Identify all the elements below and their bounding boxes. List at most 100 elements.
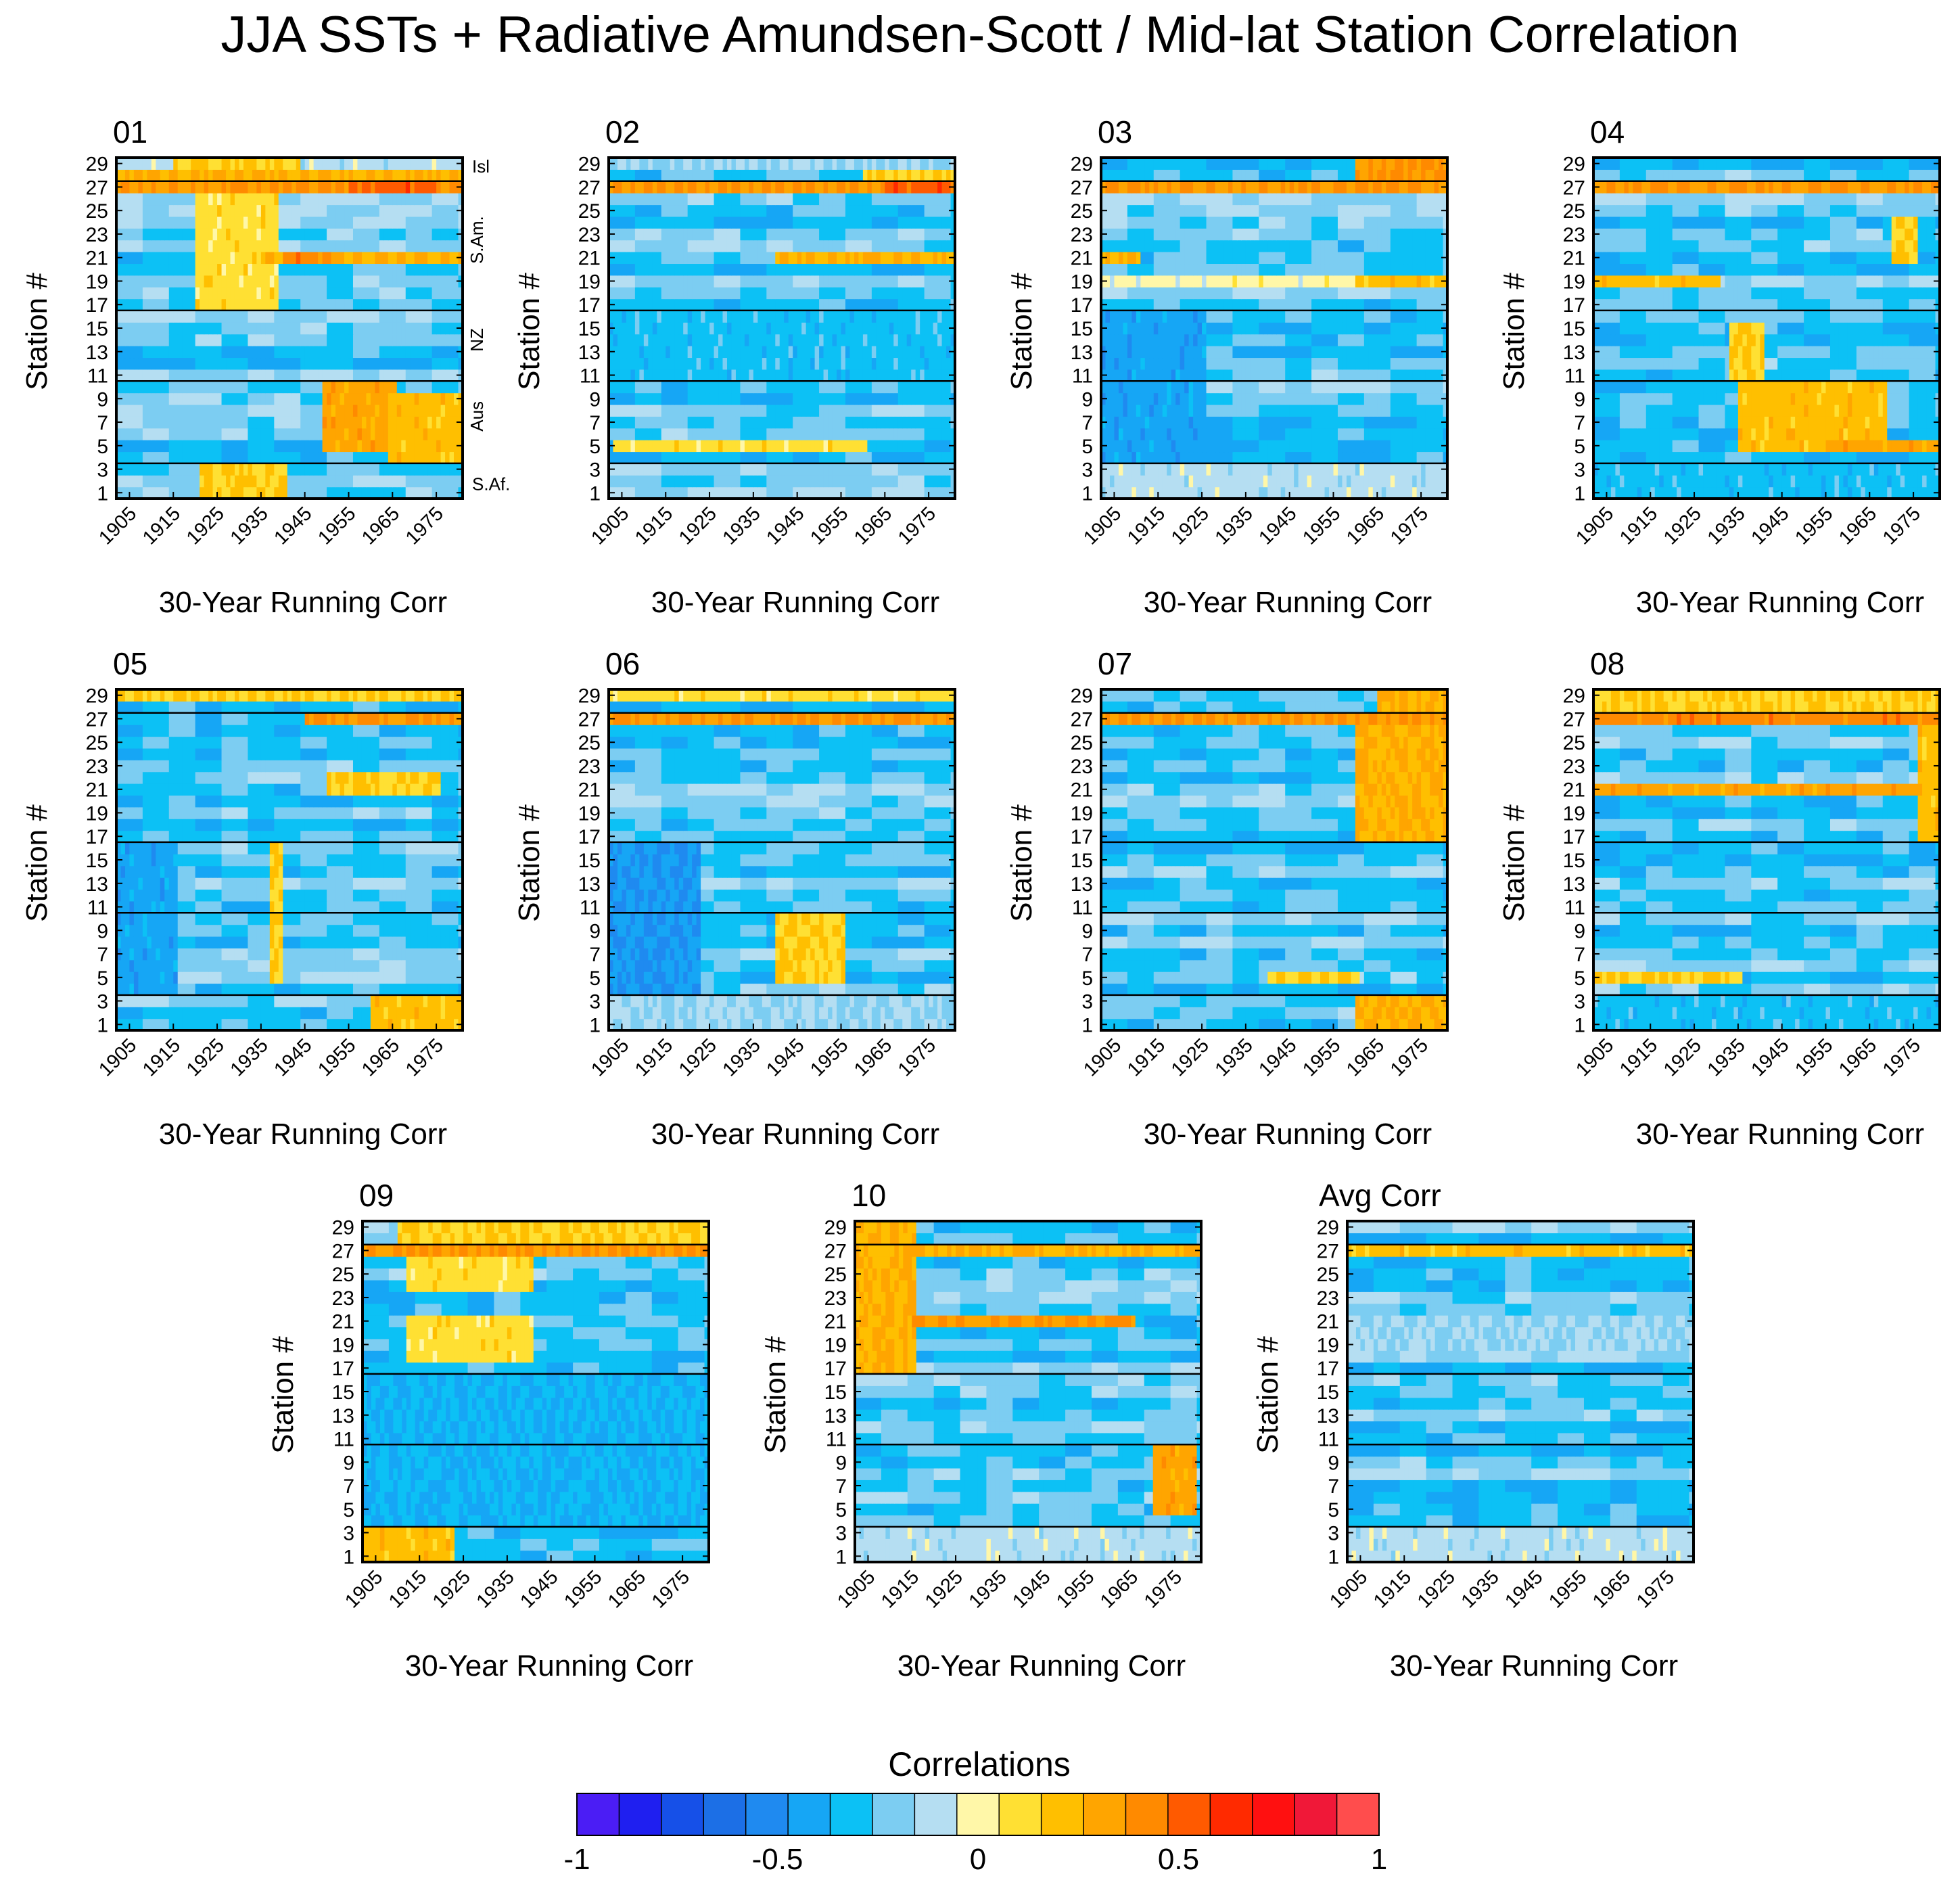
heatmap-cell xyxy=(911,334,916,346)
heatmap-cell xyxy=(692,334,697,346)
heatmap-cell xyxy=(231,275,235,288)
heatmap-cell xyxy=(309,216,314,229)
heatmap-cell xyxy=(867,216,872,229)
heatmap-cell xyxy=(828,287,833,299)
heatmap-cell xyxy=(335,311,340,323)
heatmap-cell xyxy=(120,381,125,393)
heatmap-cell xyxy=(885,357,889,369)
heatmap-cell xyxy=(916,381,920,393)
heatmap-cell xyxy=(833,275,837,288)
heatmap-cell xyxy=(169,181,174,193)
heatmap-cell xyxy=(187,416,191,428)
heatmap-cell xyxy=(797,440,802,452)
heatmap-cell xyxy=(723,193,728,205)
heatmap-cell xyxy=(323,275,327,288)
heatmap-cell xyxy=(661,158,666,170)
heatmap-cell xyxy=(648,228,653,240)
heatmap-cell xyxy=(644,205,649,217)
heatmap-cell xyxy=(143,428,147,440)
heatmap-cell xyxy=(937,252,942,264)
heatmap-cell xyxy=(427,346,432,358)
heatmap-cell xyxy=(916,228,920,240)
heatmap-cell xyxy=(916,216,920,229)
heatmap-cell xyxy=(753,428,758,440)
heatmap-cell xyxy=(858,311,863,323)
heatmap-cell xyxy=(406,475,411,487)
heatmap-cell xyxy=(635,393,640,405)
heatmap-cell xyxy=(683,216,688,229)
heatmap-cell xyxy=(182,216,187,229)
heatmap-cell xyxy=(867,228,872,240)
heatmap-cell xyxy=(824,287,829,299)
heatmap-cell xyxy=(454,451,459,463)
heatmap-cell xyxy=(340,240,345,252)
heatmap-cell xyxy=(648,322,653,334)
heatmap-cell xyxy=(858,416,863,428)
heatmap-cell xyxy=(406,369,411,382)
heatmap-cell xyxy=(797,275,802,288)
heatmap-cell xyxy=(169,440,174,452)
heatmap-cell xyxy=(323,487,327,499)
heatmap-cell xyxy=(432,158,437,170)
heatmap-cell xyxy=(318,205,323,217)
heatmap-cell xyxy=(626,311,631,323)
heatmap-cell xyxy=(705,311,710,323)
heatmap-cell xyxy=(845,487,850,499)
heatmap-cell xyxy=(436,451,441,463)
heatmap-cell xyxy=(274,463,279,476)
heatmap-cell xyxy=(208,487,213,499)
heatmap-cell xyxy=(300,169,305,181)
heatmap-cell xyxy=(410,393,415,405)
heatmap-cell xyxy=(388,463,393,476)
heatmap-cell xyxy=(824,381,829,393)
heatmap-cell xyxy=(731,193,736,205)
heatmap-cell xyxy=(810,275,815,288)
heatmap-cell xyxy=(383,240,388,252)
heatmap-cell xyxy=(226,334,231,346)
heatmap-cell xyxy=(436,193,441,205)
heatmap-cell xyxy=(1114,487,1119,499)
heatmap-cell xyxy=(872,275,877,288)
heatmap-cell xyxy=(626,158,631,170)
heatmap-cell xyxy=(819,416,824,428)
heatmap-cell xyxy=(929,393,933,405)
heatmap-cell xyxy=(815,393,820,405)
heatmap-cell xyxy=(353,416,358,428)
heatmap-cell xyxy=(648,181,653,193)
heatmap-cell xyxy=(279,475,283,487)
heatmap-cell xyxy=(445,334,450,346)
heatmap-cell xyxy=(252,451,257,463)
heatmap-cell xyxy=(314,369,319,382)
heatmap-cell xyxy=(670,252,675,264)
heatmap-cell xyxy=(401,357,406,369)
heatmap-cell xyxy=(327,334,331,346)
heatmap-cell xyxy=(793,463,797,476)
heatmap-cell xyxy=(340,158,345,170)
heatmap-cell xyxy=(916,240,920,252)
heatmap-cell xyxy=(427,393,432,405)
heatmap-cell xyxy=(613,428,617,440)
heatmap-cell xyxy=(362,487,367,499)
heatmap-cell xyxy=(837,205,841,217)
heatmap-cell xyxy=(916,346,920,358)
heatmap-cell xyxy=(151,169,156,181)
heatmap-cell xyxy=(867,322,872,334)
heatmap-cell xyxy=(740,322,745,334)
heatmap-cell xyxy=(327,216,331,229)
heatmap-cell xyxy=(226,228,231,240)
heatmap-cell xyxy=(916,205,920,217)
heatmap-cell xyxy=(195,322,200,334)
heatmap-cell xyxy=(858,428,863,440)
heatmap-cell xyxy=(766,287,771,299)
heatmap-cell xyxy=(296,487,301,499)
heatmap-cell xyxy=(415,428,419,440)
heatmap-cell xyxy=(1281,487,1286,499)
heatmap-cell xyxy=(688,416,693,428)
heatmap-cell xyxy=(731,346,736,358)
heatmap-cell xyxy=(410,357,415,369)
heatmap-cell xyxy=(423,169,428,181)
heatmap-cell xyxy=(701,181,705,193)
heatmap-cell xyxy=(898,287,903,299)
heatmap-cell xyxy=(753,240,758,252)
heatmap-cell xyxy=(920,181,925,193)
